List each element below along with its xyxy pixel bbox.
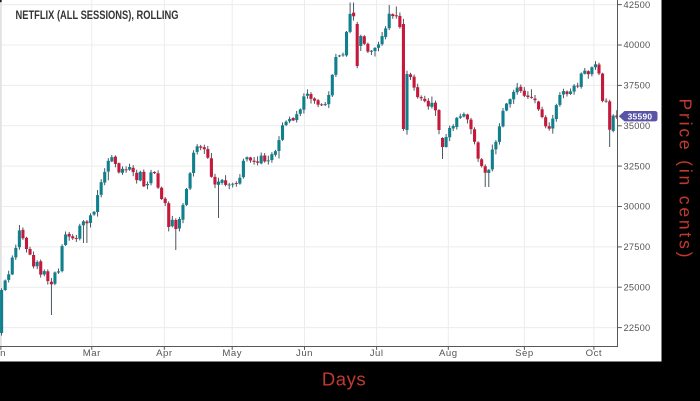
svg-text:NETFLIX (ALL SESSIONS), ROLLIN: NETFLIX (ALL SESSIONS), ROLLING (16, 10, 179, 22)
svg-text:Jul: Jul (370, 348, 384, 359)
svg-text:Mar: Mar (83, 348, 101, 359)
svg-text:Days: Days (322, 369, 366, 390)
svg-text:42500: 42500 (624, 0, 651, 10)
svg-text:25000: 25000 (624, 282, 651, 292)
svg-text:35000: 35000 (624, 121, 651, 131)
svg-text:Sep: Sep (515, 348, 534, 359)
svg-text:30000: 30000 (624, 202, 651, 212)
svg-text:37500: 37500 (624, 81, 651, 91)
svg-text:Aug: Aug (439, 348, 458, 359)
svg-text:Price (in cents): Price (in cents) (676, 99, 696, 258)
svg-text:22500: 22500 (624, 323, 651, 333)
svg-text:32500: 32500 (624, 161, 651, 171)
svg-text:Jan: Jan (0, 348, 6, 359)
svg-text:Oct: Oct (586, 348, 602, 359)
svg-text:27500: 27500 (624, 242, 651, 252)
svg-text:May: May (222, 348, 242, 359)
svg-text:35590: 35590 (628, 111, 653, 121)
svg-text:Apr: Apr (156, 348, 173, 359)
svg-text:40000: 40000 (624, 40, 651, 50)
svg-text:Jun: Jun (296, 348, 313, 359)
